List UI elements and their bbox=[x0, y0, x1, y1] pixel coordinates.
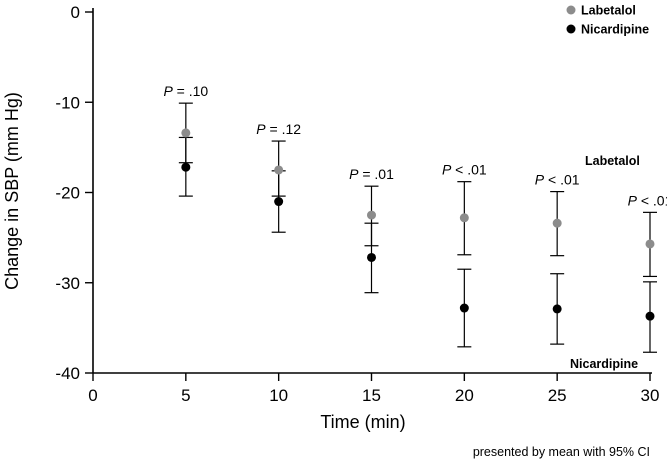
y-tick-label: 0 bbox=[71, 3, 80, 22]
p-value-label: P < .01 bbox=[442, 162, 487, 178]
x-tick-label: 5 bbox=[181, 386, 190, 405]
x-tick-label: 20 bbox=[455, 386, 474, 405]
legend-marker-nicardipine bbox=[566, 24, 576, 34]
p-value-text: < .01 bbox=[637, 192, 667, 208]
x-axis-title: Time (min) bbox=[320, 412, 405, 432]
axes bbox=[92, 8, 652, 374]
x-tick-label: 0 bbox=[88, 386, 97, 405]
x-tick-label: 30 bbox=[641, 386, 660, 405]
p-value-letter: P bbox=[163, 83, 173, 99]
x-tick-label: 25 bbox=[548, 386, 567, 405]
p-value-text: = .12 bbox=[266, 121, 302, 137]
p-value-text: = .10 bbox=[173, 83, 209, 99]
p-value-text: < .01 bbox=[451, 162, 487, 178]
legend-label-nicardipine: Nicardipine bbox=[581, 23, 649, 37]
data-marks bbox=[178, 102, 657, 353]
data-point-labetalol bbox=[459, 213, 469, 223]
footnote: presented by mean with 95% CI bbox=[473, 445, 650, 459]
y-tick-label: -20 bbox=[55, 184, 80, 203]
annotations: P = .10P = .12P = .01 P < .01P < .01P < .… bbox=[163, 83, 667, 208]
data-point-nicardipine bbox=[459, 303, 469, 313]
data-point-nicardipine bbox=[367, 252, 376, 262]
p-value-text: = .01 bbox=[358, 166, 394, 182]
side-label-labetalol: Labetalol bbox=[585, 154, 640, 168]
legend-marker-labetalol bbox=[566, 5, 576, 15]
p-value-letter: P bbox=[535, 172, 545, 188]
p-value-letter: P bbox=[628, 192, 638, 208]
y-tick-label: -30 bbox=[55, 274, 80, 293]
data-point-nicardipine bbox=[645, 311, 655, 321]
data-point-labetalol bbox=[645, 239, 655, 249]
legend-label-labetalol: Labetalol bbox=[581, 4, 636, 18]
data-point-labetalol bbox=[367, 210, 376, 220]
side-label-nicardipine: Nicardipine bbox=[570, 357, 638, 371]
p-value-label: P < .01 bbox=[628, 192, 667, 208]
x-tick-label: 15 bbox=[362, 386, 381, 405]
x-tick-label: 10 bbox=[269, 386, 288, 405]
y-axis-title: Change in SBP (mm Hg) bbox=[2, 92, 22, 290]
data-point-nicardipine bbox=[274, 197, 284, 207]
data-point-nicardipine bbox=[552, 304, 562, 314]
p-value-letter: P bbox=[442, 162, 452, 178]
p-value-label: P = .01 bbox=[349, 166, 394, 182]
p-value-label: P < .01 bbox=[535, 172, 580, 188]
data-point-labetalol bbox=[181, 128, 191, 138]
data-point-nicardipine bbox=[181, 162, 191, 172]
p-value-label: P = .12 bbox=[256, 121, 301, 137]
p-value-letter: P bbox=[349, 166, 359, 182]
data-point-labetalol bbox=[274, 165, 284, 175]
legend: Labetalol Nicardipine bbox=[566, 4, 649, 37]
ticks: 0 -10 -20 -30 -40 0 5 10 15 20 25 30 bbox=[55, 3, 659, 405]
data-point-labetalol bbox=[552, 218, 562, 228]
p-value-text: < .01 bbox=[544, 172, 580, 188]
p-value-letter: P bbox=[256, 121, 266, 137]
y-tick-label: -10 bbox=[55, 93, 80, 112]
y-tick-label: -40 bbox=[55, 364, 80, 383]
p-value-label: P = .10 bbox=[163, 83, 208, 99]
